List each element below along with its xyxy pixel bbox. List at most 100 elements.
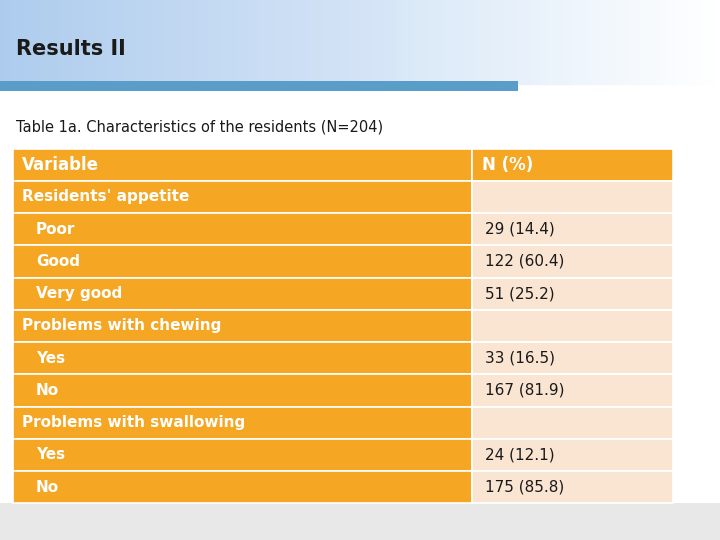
Bar [529, 0, 533, 84]
Bar [43, 0, 47, 84]
Bar [695, 0, 698, 84]
Bar [385, 0, 389, 84]
Bar [403, 0, 407, 84]
Bar [655, 0, 659, 84]
Bar [346, 0, 349, 84]
Bar [13, 407, 472, 439]
Bar [554, 0, 558, 84]
Bar [155, 0, 158, 84]
Text: Residents' appetite: Residents' appetite [22, 190, 189, 204]
Bar [580, 0, 583, 84]
Bar [644, 0, 648, 84]
Bar [313, 0, 317, 84]
Bar [47, 0, 50, 84]
Bar [436, 0, 439, 84]
Bar [79, 0, 83, 84]
Bar [598, 0, 601, 84]
Bar [601, 0, 605, 84]
Bar [187, 0, 191, 84]
Text: Yes: Yes [36, 350, 65, 366]
Bar [472, 374, 673, 407]
Bar [472, 310, 673, 342]
Bar [623, 0, 626, 84]
Bar [472, 0, 475, 84]
Bar [540, 0, 544, 84]
Bar [472, 278, 673, 310]
Bar [36, 0, 40, 84]
Bar [151, 0, 155, 84]
Bar [162, 0, 166, 84]
Bar [13, 181, 472, 213]
Bar [115, 0, 119, 84]
Bar [500, 0, 504, 84]
Bar [317, 0, 320, 84]
Bar [0, 81, 518, 91]
Bar [619, 0, 623, 84]
Bar [324, 0, 328, 84]
Text: Variable: Variable [22, 156, 99, 174]
Bar [432, 0, 436, 84]
Bar [680, 0, 684, 84]
Bar [536, 0, 540, 84]
Bar [472, 471, 673, 503]
Bar [396, 0, 400, 84]
Bar [126, 0, 130, 84]
Bar [565, 0, 569, 84]
Bar [191, 0, 194, 84]
Bar [659, 0, 662, 84]
Bar [673, 0, 677, 84]
Bar [144, 0, 148, 84]
Bar [454, 0, 457, 84]
Text: No: No [36, 383, 59, 398]
Bar [241, 0, 245, 84]
Bar [612, 0, 616, 84]
Bar [76, 0, 79, 84]
Bar [104, 0, 108, 84]
Bar [259, 0, 263, 84]
Bar [389, 0, 392, 84]
Bar [140, 0, 144, 84]
Bar [223, 0, 227, 84]
Bar [371, 0, 374, 84]
Bar [414, 0, 418, 84]
Text: Very good: Very good [36, 286, 122, 301]
Bar [594, 0, 598, 84]
Bar [13, 310, 472, 342]
Bar [256, 0, 259, 84]
Bar [50, 0, 54, 84]
Text: N (%): N (%) [482, 156, 534, 174]
Bar [418, 0, 421, 84]
Bar [522, 0, 526, 84]
Text: Yes: Yes [36, 448, 65, 462]
Bar [486, 0, 490, 84]
Bar [266, 0, 270, 84]
Bar [176, 0, 180, 84]
Bar [641, 0, 644, 84]
Bar [353, 0, 356, 84]
Text: 167 (81.9): 167 (81.9) [485, 383, 564, 398]
Bar [212, 0, 216, 84]
Bar [198, 0, 202, 84]
Bar [220, 0, 223, 84]
Bar [245, 0, 248, 84]
Bar [194, 0, 198, 84]
Bar [526, 0, 529, 84]
Bar [4, 0, 7, 84]
Bar [263, 0, 266, 84]
Bar [472, 407, 673, 439]
Text: 24 (12.1): 24 (12.1) [485, 448, 554, 462]
Bar [698, 0, 702, 84]
Bar [166, 0, 169, 84]
Bar [630, 0, 634, 84]
Bar [252, 0, 256, 84]
Bar [367, 0, 371, 84]
Bar [184, 0, 187, 84]
Bar [11, 0, 14, 84]
Bar [472, 439, 673, 471]
Text: 175 (85.8): 175 (85.8) [485, 480, 564, 495]
Bar [482, 0, 486, 84]
Bar [202, 0, 205, 84]
Bar [13, 342, 472, 374]
Bar [58, 0, 61, 84]
Bar [13, 439, 472, 471]
